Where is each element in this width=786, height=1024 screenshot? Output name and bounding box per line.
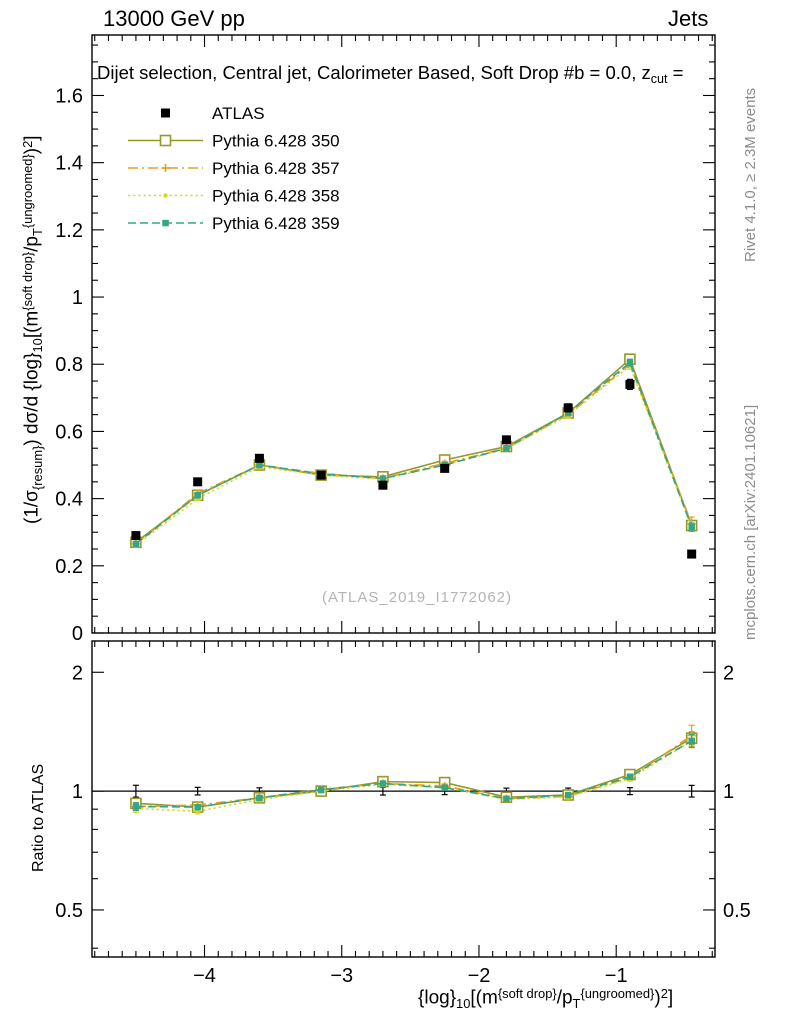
- series-pythia-6-428-359: [132, 358, 695, 812]
- series-atlas: [131, 378, 697, 559]
- xlabel-sup: 2: [660, 986, 668, 1001]
- legend-entry-label: Pythia 6.428 358: [212, 187, 340, 206]
- xlabel-sup: {soft drop}: [497, 986, 557, 1001]
- svg-text:1: 1: [72, 287, 83, 309]
- svg-text:0.8: 0.8: [55, 354, 83, 376]
- ratio-y-axis-label: Ratio to ATLAS: [30, 763, 47, 872]
- ylabel-part: ) dσ/d {log}: [21, 352, 43, 446]
- axes-frame: [91, 34, 716, 958]
- beam-energy-label: 13000 GeV pp: [103, 6, 245, 31]
- legend: ATLAS Pythia 6.428 350 Pythia 6.428 357 Pyt…: [128, 104, 340, 233]
- xlabel-part: ]: [667, 987, 674, 1009]
- ylabel-sub: T: [29, 228, 45, 237]
- svg-text:0.5: 0.5: [55, 900, 83, 922]
- series-pythia-6-428-357: [131, 360, 696, 812]
- legend-entry-label: Pythia 6.428 357: [212, 159, 340, 178]
- series-pythia-6-428-350: [130, 353, 698, 813]
- axis-ticks: [92, 35, 715, 957]
- xlabel-sub: T: [572, 995, 581, 1011]
- svg-text:1.6: 1.6: [55, 85, 83, 107]
- y-axis-label: (1/σ{resum}) dσ/d {log}10[(m{soft drop}/…: [20, 135, 45, 524]
- svg-text:−3: −3: [330, 965, 353, 987]
- svg-text:0: 0: [72, 623, 83, 645]
- svg-text:1.4: 1.4: [55, 153, 83, 175]
- svg-text:−2: −2: [468, 965, 491, 987]
- xlabel-sup: {ungroomed}: [580, 986, 655, 1001]
- svg-text:0.6: 0.6: [55, 421, 83, 443]
- rivet-version-note: Rivet 4.1.0, ≥ 2.3M events: [742, 87, 759, 262]
- svg-text:1: 1: [72, 781, 83, 803]
- title-subscript: cut: [650, 71, 668, 86]
- legend-entry-label: Pythia 6.428 350: [212, 132, 340, 151]
- svg-text:0.4: 0.4: [55, 489, 83, 511]
- svg-text:−4: −4: [193, 965, 216, 987]
- xlabel-sub: 10: [456, 995, 471, 1011]
- xlabel-part: /p: [556, 987, 573, 1009]
- xlabel-part: {log}: [418, 987, 457, 1009]
- legend-entry-label: ATLAS: [212, 104, 265, 123]
- plot-title: Dijet selection, Central jet, Calorimete…: [97, 62, 683, 86]
- ylabel-part: ): [21, 147, 43, 155]
- svg-text:−1: −1: [605, 965, 628, 987]
- ylabel-part: ]: [21, 135, 43, 141]
- process-label: Jets: [668, 6, 709, 31]
- svg-text:1.2: 1.2: [55, 220, 83, 242]
- title-tail: =: [667, 62, 684, 83]
- svg-text:2: 2: [723, 662, 734, 684]
- ylabel-part: /p: [21, 236, 43, 252]
- xlabel-part: [(m: [470, 987, 498, 1009]
- ylabel-sub: {resum}: [29, 445, 45, 491]
- ylabel-sub: 10: [29, 338, 45, 353]
- svg-text:0.2: 0.2: [55, 556, 83, 578]
- tick-labels: −4 −3 −2 −1 0 0.2 0.4 0.6 0.8 1 1.2 1.4 1.6 0.5 0.5 1 1 2…: [55, 85, 751, 987]
- x-axis-label: {log}10[(m{soft drop}/pT{ungroomed})2]: [418, 986, 673, 1011]
- mcplots-attribution-note: mcplots.cern.ch [arXiv:2401.10621]: [742, 404, 759, 640]
- ylabel-sup: {soft drop}: [20, 251, 35, 311]
- ylabel-part: (1/σ: [21, 490, 43, 524]
- svg-text:0.5: 0.5: [723, 900, 751, 922]
- legend-entry-label: Pythia 6.428 359: [212, 214, 340, 233]
- xlabel-part: ): [654, 987, 661, 1009]
- ylabel-sup: 2: [20, 140, 35, 148]
- analysis-id-watermark: (ATLAS_2019_I1772062): [322, 589, 513, 606]
- title-text: Dijet selection, Central jet, Calorimete…: [97, 62, 651, 83]
- ylabel-part: [(m: [21, 310, 43, 339]
- svg-text:2: 2: [72, 662, 83, 684]
- svg-text:1: 1: [723, 781, 734, 803]
- ylabel-sup: {ungroomed}: [20, 154, 35, 229]
